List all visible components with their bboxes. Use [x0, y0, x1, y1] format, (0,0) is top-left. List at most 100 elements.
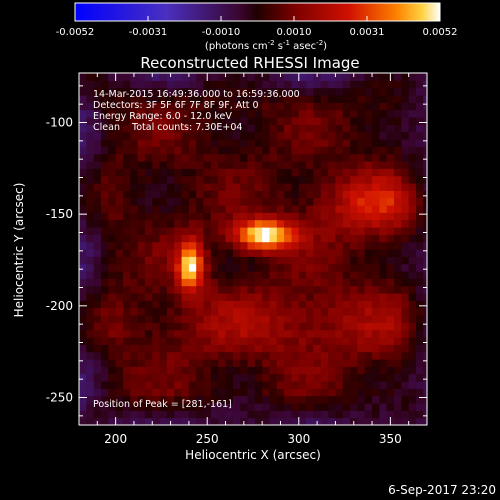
heatmap-cell	[79, 381, 87, 389]
heatmap-cell	[232, 73, 241, 81]
heatmap-cell	[225, 403, 234, 411]
heatmap-cell	[269, 102, 278, 111]
heatmap-cell	[86, 212, 95, 221]
heatmap-cell	[225, 131, 234, 140]
heatmap-cell	[188, 227, 197, 235]
heatmap-cell	[401, 366, 410, 375]
heatmap-cell	[364, 285, 373, 294]
heatmap-cell	[276, 307, 285, 316]
heatmap-cell	[137, 344, 146, 353]
heatmap-cell	[416, 256, 424, 265]
heatmap-cell	[144, 139, 153, 147]
heatmap-cell	[262, 315, 271, 323]
heatmap-cell	[357, 381, 366, 389]
heatmap-cell	[408, 366, 417, 375]
heatmap-cell	[240, 315, 249, 323]
heatmap-cell	[240, 359, 249, 367]
heatmap-cell	[240, 109, 249, 118]
heatmap-cell	[123, 73, 131, 81]
heatmap-cell	[247, 410, 256, 419]
heatmap-cell	[298, 271, 307, 279]
heatmap-cell	[313, 300, 322, 309]
heatmap-cell	[166, 373, 175, 382]
heatmap-cell	[320, 315, 329, 323]
heatmap-cell	[203, 131, 212, 140]
heatmap-cell	[115, 271, 124, 279]
heatmap-cell	[254, 366, 263, 375]
heatmap-cell	[203, 168, 212, 177]
heatmap-cell	[394, 256, 402, 265]
heatmap-cell	[357, 322, 366, 331]
heatmap-cell	[335, 168, 344, 177]
heatmap-cell	[232, 271, 241, 279]
heatmap-cell	[342, 212, 351, 221]
heatmap-cell	[225, 307, 234, 316]
heatmap-cell	[159, 241, 168, 250]
heatmap-cell	[306, 381, 314, 389]
heatmap-cell	[416, 102, 424, 111]
heatmap-cell	[416, 183, 424, 191]
heatmap-cell	[313, 285, 322, 294]
heatmap-cell	[181, 249, 190, 257]
heatmap-cell	[276, 227, 285, 235]
heatmap-cell	[335, 219, 344, 228]
heatmap-cell	[188, 124, 197, 133]
heatmap-cell	[298, 293, 307, 301]
heatmap-cell	[123, 241, 131, 250]
heatmap-cell	[86, 381, 95, 389]
heatmap-cell	[408, 80, 417, 89]
heatmap-cell	[328, 227, 336, 235]
heatmap-cell	[115, 359, 124, 367]
heatmap-cell	[313, 373, 322, 382]
heatmap-cell	[306, 227, 314, 235]
heatmap-cell	[357, 366, 366, 375]
heatmap-cell	[350, 205, 358, 213]
heatmap-cell	[364, 381, 373, 389]
heatmap-cell	[159, 410, 168, 419]
heatmap-cell	[181, 315, 190, 323]
heatmap-cell	[335, 300, 344, 309]
heatmap-cell	[196, 219, 205, 228]
heatmap-cell	[144, 131, 153, 140]
heatmap-cell	[262, 300, 271, 309]
heatmap-cell	[108, 381, 117, 389]
heatmap-cell	[159, 285, 168, 294]
heatmap-cell	[218, 388, 227, 397]
heatmap-cell	[394, 249, 402, 257]
heatmap-cell	[372, 146, 380, 155]
heatmap-cell	[174, 300, 183, 309]
heatmap-cell	[93, 80, 102, 89]
heatmap-cell	[240, 337, 249, 345]
heatmap-cell	[350, 271, 358, 279]
heatmap-cell	[335, 366, 344, 375]
heatmap-cell	[276, 329, 285, 338]
peak-position-label: Position of Peak = [281,-161]	[93, 399, 232, 410]
heatmap-cell	[240, 153, 249, 162]
heatmap-cell	[196, 227, 205, 235]
heatmap-cell	[86, 373, 95, 382]
heatmap-cell	[364, 190, 373, 199]
heatmap-cell	[174, 278, 183, 287]
heatmap-cell	[379, 146, 388, 155]
heatmap-cell	[123, 124, 131, 133]
heatmap-cell	[276, 241, 285, 250]
heatmap-cell	[342, 139, 351, 147]
heatmap-cell	[423, 344, 427, 353]
heatmap-cell	[101, 146, 109, 155]
heatmap-cell	[144, 300, 153, 309]
heatmap-cell	[93, 87, 102, 96]
heatmap-cell	[306, 73, 314, 81]
heatmap-cell	[320, 183, 329, 191]
heatmap-cell	[408, 95, 417, 103]
heatmap-cell	[218, 300, 227, 309]
heatmap-cell	[79, 190, 87, 199]
heatmap-cell	[328, 175, 336, 184]
heatmap-cell	[276, 300, 285, 309]
heatmap-cell	[130, 249, 139, 257]
heatmap-cell	[320, 293, 329, 301]
heatmap-cell	[379, 381, 388, 389]
heatmap-cell	[225, 153, 234, 162]
heatmap-cell	[262, 249, 271, 257]
heatmap-cell	[394, 293, 402, 301]
heatmap-cell	[254, 410, 263, 419]
